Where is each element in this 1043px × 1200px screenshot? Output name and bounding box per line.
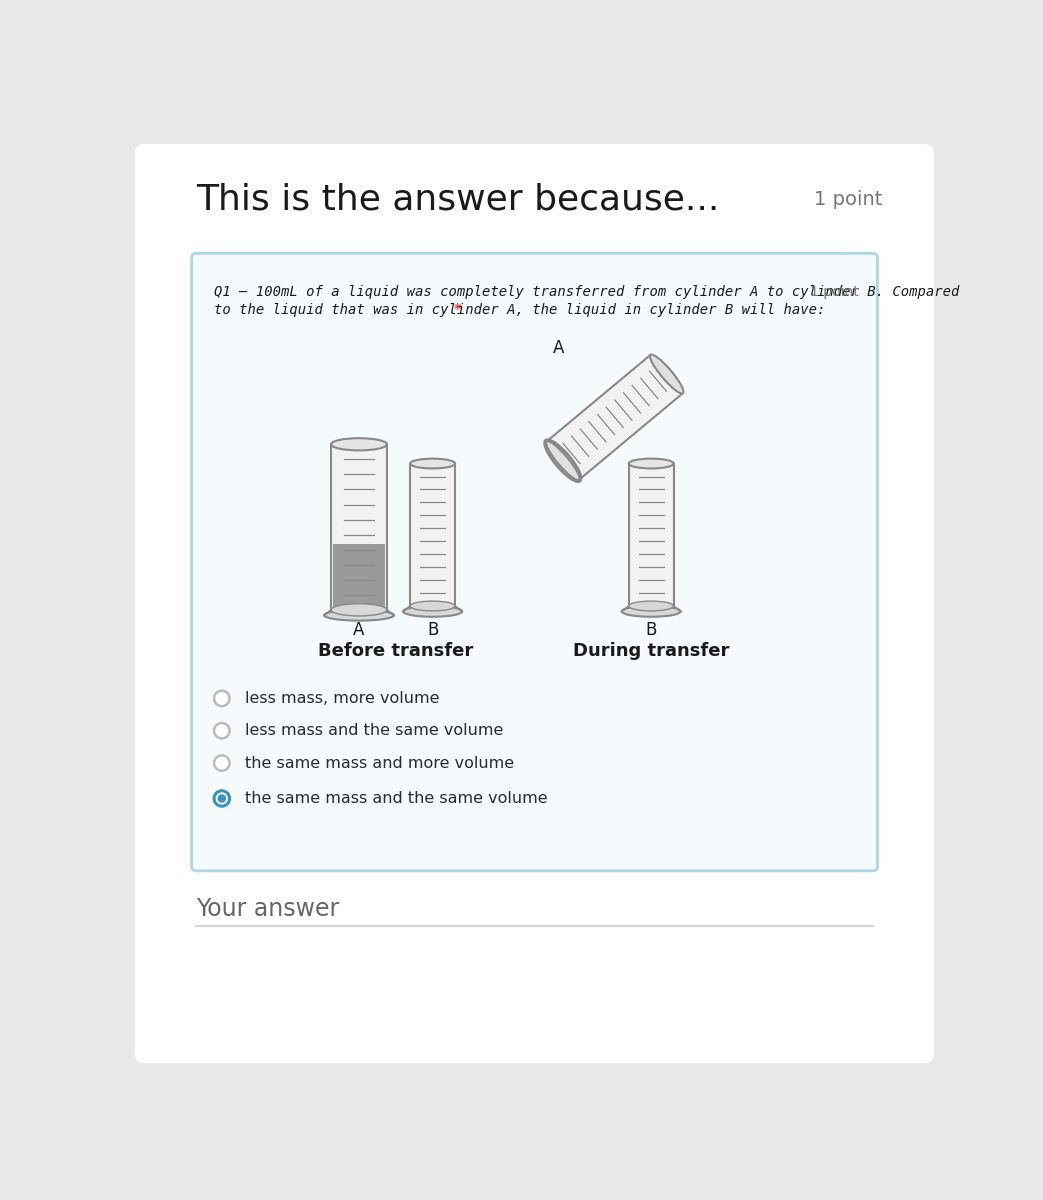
- FancyArrow shape: [640, 378, 658, 400]
- Bar: [333, 544, 385, 610]
- Text: 1 point: 1 point: [814, 190, 882, 209]
- FancyArrow shape: [588, 421, 606, 443]
- Text: less mass, more volume: less mass, more volume: [245, 691, 439, 706]
- FancyArrow shape: [598, 414, 615, 436]
- Ellipse shape: [629, 458, 674, 468]
- Text: Q1 – 100mL of a liquid was completely transferred from cylinder A to cylinder B.: Q1 – 100mL of a liquid was completely tr…: [214, 284, 960, 299]
- Bar: [629, 463, 674, 606]
- FancyArrow shape: [632, 385, 650, 407]
- Circle shape: [214, 724, 229, 738]
- Text: the same mass and the same volume: the same mass and the same volume: [245, 791, 548, 806]
- Text: *: *: [454, 304, 461, 318]
- Text: This is the answer because...: This is the answer because...: [196, 182, 720, 216]
- FancyArrow shape: [572, 436, 589, 457]
- Ellipse shape: [622, 606, 681, 617]
- Text: the same mass and more volume: the same mass and more volume: [245, 756, 514, 770]
- Text: less mass and the same volume: less mass and the same volume: [245, 724, 504, 738]
- Ellipse shape: [404, 606, 462, 617]
- Bar: [331, 444, 387, 610]
- Circle shape: [214, 755, 229, 770]
- FancyBboxPatch shape: [192, 253, 877, 871]
- Text: 1 point: 1 point: [810, 284, 858, 299]
- Text: A: A: [354, 622, 365, 640]
- Text: Your answer: Your answer: [196, 898, 340, 922]
- FancyArrow shape: [606, 407, 624, 428]
- Text: to the liquid that was in cylinder A, the liquid in cylinder B will have:: to the liquid that was in cylinder A, th…: [214, 304, 825, 317]
- Ellipse shape: [331, 438, 387, 450]
- Ellipse shape: [331, 604, 387, 616]
- FancyArrow shape: [623, 392, 641, 414]
- Circle shape: [218, 794, 226, 803]
- Ellipse shape: [410, 458, 455, 468]
- Ellipse shape: [410, 601, 455, 611]
- Text: During transfer: During transfer: [573, 642, 729, 660]
- FancyBboxPatch shape: [135, 144, 935, 1063]
- Ellipse shape: [629, 601, 674, 611]
- Text: B: B: [427, 622, 438, 640]
- Bar: [547, 355, 683, 480]
- Ellipse shape: [547, 442, 580, 480]
- FancyArrow shape: [562, 443, 580, 464]
- Text: B: B: [646, 622, 657, 640]
- FancyArrow shape: [649, 371, 666, 392]
- Ellipse shape: [650, 354, 683, 394]
- Circle shape: [214, 691, 229, 706]
- Text: Before transfer: Before transfer: [318, 642, 474, 660]
- Ellipse shape: [324, 610, 394, 620]
- FancyArrow shape: [580, 428, 598, 450]
- Bar: [410, 463, 455, 606]
- Text: A: A: [553, 340, 564, 358]
- Circle shape: [214, 791, 229, 806]
- FancyArrow shape: [614, 400, 632, 421]
